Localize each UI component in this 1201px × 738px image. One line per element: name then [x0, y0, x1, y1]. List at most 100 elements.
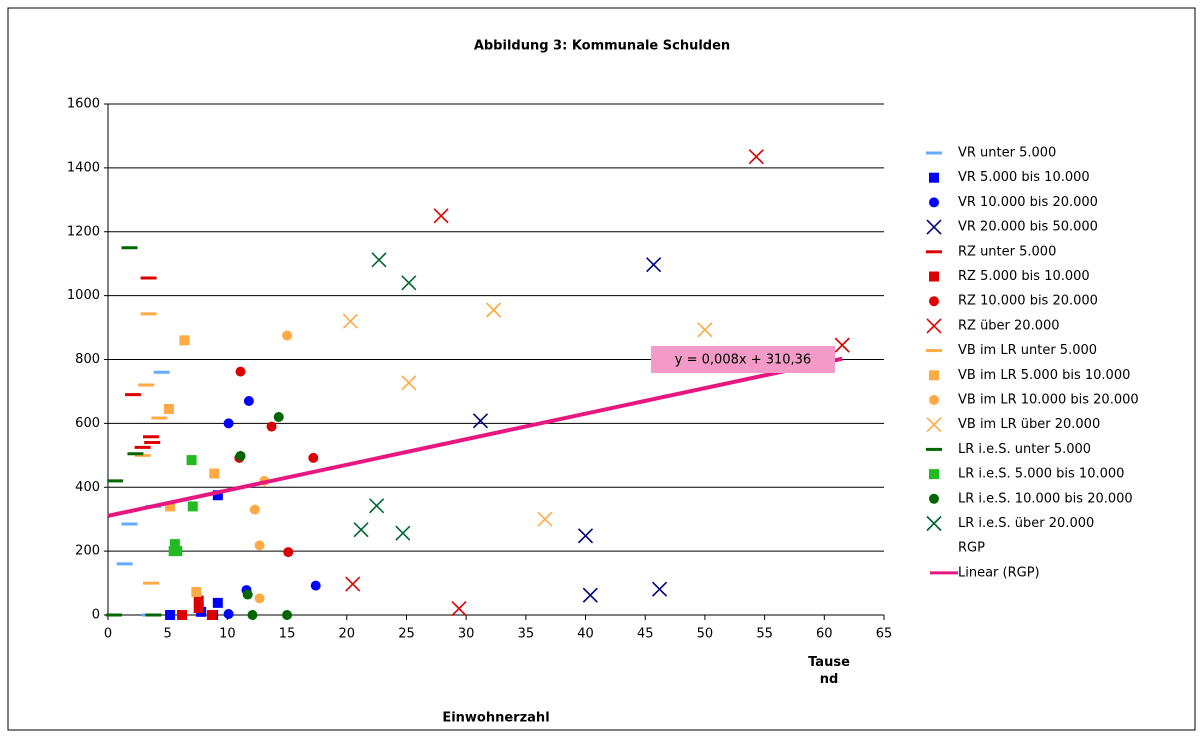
square-marker — [929, 469, 939, 480]
square-marker — [212, 490, 223, 501]
legend-label: Linear (RGP) — [958, 565, 1040, 580]
y-tick-label: 1200 — [67, 224, 100, 239]
square-marker — [179, 335, 190, 346]
legend-label: RZ 5.000 bis 10.000 — [958, 269, 1090, 284]
x-marker — [651, 581, 668, 597]
circle-marker — [929, 493, 939, 504]
circle-marker — [266, 421, 277, 432]
x-marker — [926, 417, 942, 433]
square-marker — [165, 501, 176, 512]
square-marker — [163, 404, 174, 415]
x-marker — [537, 511, 553, 527]
y-tick-label: 0 — [92, 608, 100, 623]
x-tick-label: 30 — [458, 627, 475, 642]
circle-marker — [929, 395, 939, 405]
annotation: y = 0,008x + 310,36 — [675, 353, 811, 368]
x-marker — [353, 522, 369, 538]
circle-marker — [929, 296, 939, 307]
circle-marker — [235, 450, 246, 461]
x-marker — [401, 275, 417, 291]
x-tick-label: 50 — [697, 627, 714, 642]
square-marker — [172, 546, 183, 557]
legend-label: RZ 10.000 bis 20.000 — [958, 294, 1098, 309]
x-tick-label: 0 — [104, 627, 112, 642]
x-axis-unit: Tausend — [808, 655, 850, 687]
y-tick-label: 800 — [75, 352, 100, 367]
trendline — [107, 356, 843, 518]
circle-marker — [254, 540, 265, 551]
circle-marker — [223, 609, 234, 620]
circle-marker — [243, 396, 254, 407]
circle-marker — [247, 610, 258, 620]
square-marker — [206, 610, 217, 620]
legend-label: VB im LR 10.000 bis 20.000 — [958, 393, 1139, 408]
x-tick-label: 35 — [518, 627, 535, 642]
circle-marker — [929, 197, 939, 208]
square-marker — [187, 501, 198, 512]
x-marker — [577, 528, 594, 544]
y-tick-label: 1600 — [67, 97, 100, 112]
circle-marker — [235, 366, 246, 377]
legend-label: LR i.e.S. über 20.000 — [958, 516, 1094, 531]
x-marker — [697, 322, 713, 338]
square-marker — [193, 595, 204, 606]
y-tick-label: 600 — [75, 416, 100, 431]
x-marker — [834, 337, 850, 353]
square-marker — [186, 455, 197, 466]
x-marker — [401, 375, 417, 391]
x-tick-label: 40 — [577, 627, 594, 642]
circle-marker — [310, 580, 321, 591]
y-tick-label: 1400 — [67, 160, 100, 175]
x-axis-title: Einwohnerzahl — [442, 711, 549, 726]
x-marker — [395, 525, 411, 541]
square-marker — [169, 539, 180, 550]
x-marker — [486, 302, 502, 318]
x-marker — [472, 413, 489, 429]
circle-marker — [273, 411, 284, 422]
legend-label: VR 20.000 bis 50.000 — [958, 220, 1098, 235]
chart-title: Abbildung 3: Kommunale Schulden — [474, 39, 730, 54]
x-marker — [342, 313, 358, 329]
circle-marker — [223, 418, 234, 429]
y-tick-label: 1000 — [67, 288, 100, 303]
x-tick-label: 60 — [816, 627, 833, 642]
x-tick-label: 20 — [338, 627, 355, 642]
circle-marker — [282, 610, 293, 620]
square-marker — [209, 468, 220, 479]
legend-label: VR 5.000 bis 10.000 — [958, 170, 1090, 185]
legend-label: VR 10.000 bis 20.000 — [958, 195, 1098, 210]
x-marker — [582, 587, 598, 603]
square-marker — [165, 610, 176, 620]
x-tick-label: 65 — [876, 627, 893, 642]
circle-marker — [283, 547, 294, 558]
square-marker — [929, 172, 939, 183]
square-marker — [212, 597, 223, 608]
x-marker — [926, 515, 942, 532]
x-marker — [433, 208, 449, 224]
square-marker — [193, 602, 204, 613]
x-marker — [748, 149, 764, 165]
legend-label: RZ unter 5.000 — [958, 244, 1056, 259]
x-tick-label: 5 — [164, 627, 172, 642]
x-tick-label: 25 — [398, 627, 415, 642]
x-tick-label: 55 — [756, 627, 773, 642]
legend-label: VR unter 5.000 — [958, 146, 1056, 161]
circle-marker — [282, 330, 293, 341]
y-tick-label: 200 — [75, 544, 100, 559]
x-tick-label: 15 — [279, 627, 296, 642]
x-marker — [369, 498, 385, 514]
legend-label: VB im LR unter 5.000 — [958, 343, 1097, 358]
legend-label: RGP — [958, 541, 985, 556]
x-marker — [345, 576, 361, 592]
y-tick-label: 400 — [75, 480, 100, 495]
x-tick-label: 45 — [637, 627, 654, 642]
legend-label: LR i.e.S. 5.000 bis 10.000 — [958, 467, 1124, 482]
x-marker — [926, 219, 942, 235]
square-marker — [929, 271, 939, 282]
legend-label: LR i.e.S. unter 5.000 — [958, 442, 1091, 457]
x-marker — [371, 252, 387, 268]
annotation-box — [651, 346, 835, 373]
legend-label: VB im LR 5.000 bis 10.000 — [958, 368, 1130, 383]
